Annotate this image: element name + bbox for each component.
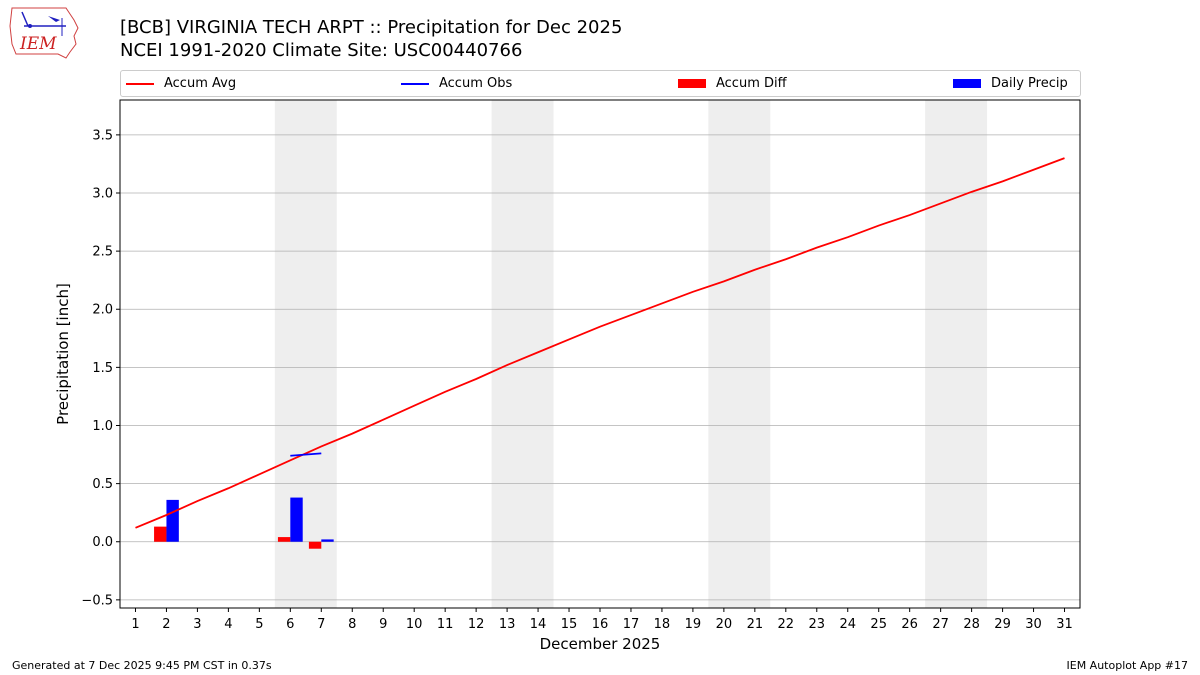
y-axis-label: Precipitation [inch]	[54, 283, 72, 425]
x-tick-label-24: 24	[839, 617, 856, 632]
x-tick-label-4: 4	[224, 617, 232, 632]
x-tick-label-30: 30	[1025, 617, 1042, 632]
x-tick-label-17: 17	[623, 617, 640, 632]
chart-title: [BCB] VIRGINIA TECH ARPT :: Precipitatio…	[120, 17, 623, 38]
x-tick-label-20: 20	[716, 617, 733, 632]
y-tick-label-5: 2.0	[92, 303, 113, 318]
x-tick-label-25: 25	[870, 617, 887, 632]
logo-text: IEM	[20, 34, 57, 54]
x-tick-label-6: 6	[286, 617, 294, 632]
weekend-shade-1	[491, 100, 554, 608]
x-tick-label-27: 27	[932, 617, 949, 632]
bar-daily-precip-day-2	[166, 499, 179, 542]
x-tick-label-1: 1	[131, 617, 139, 632]
bar-daily-precip-day-6	[290, 497, 303, 542]
x-axis-label: December 2025	[540, 635, 661, 653]
x-tick-label-5: 5	[255, 617, 263, 632]
line-accum-obs	[290, 452, 322, 457]
y-tick-label-3: 1.0	[92, 419, 113, 434]
y-tick-label-4: 1.5	[92, 361, 113, 376]
x-tick-label-8: 8	[348, 617, 356, 632]
weekend-shade-0	[274, 100, 337, 608]
x-tick-label-26: 26	[901, 617, 918, 632]
y-tick-label-0: −0.5	[81, 593, 113, 608]
footer-app: IEM Autoplot App #17	[1066, 659, 1189, 672]
bar-accum-diff-day-6	[277, 537, 291, 542]
bar-accum-diff-day-2	[154, 526, 167, 542]
legend-swatch-accum-obs	[401, 82, 429, 85]
legend-swatch-daily-precip	[953, 79, 981, 88]
line-accum-avg	[135, 157, 1065, 529]
y-tick-label-8: 3.5	[92, 128, 113, 143]
legend-swatch-accum-diff	[678, 79, 706, 88]
x-tick-label-12: 12	[468, 617, 485, 632]
x-tick-label-9: 9	[379, 617, 387, 632]
x-tick-label-13: 13	[499, 617, 516, 632]
legend-label-accum-diff: Accum Diff	[716, 76, 787, 91]
legend: Accum Avg Accum Obs Accum Diff Daily Pre…	[120, 70, 1081, 97]
x-tick-label-31: 31	[1056, 617, 1073, 632]
y-tick-label-2: 0.5	[92, 477, 113, 492]
x-tick-label-11: 11	[437, 617, 454, 632]
x-tick-label-23: 23	[809, 617, 826, 632]
x-tick-label-15: 15	[561, 617, 578, 632]
x-tick-label-28: 28	[963, 617, 980, 632]
x-tick-label-21: 21	[747, 617, 764, 632]
iem-logo: IEM	[8, 6, 80, 60]
x-tick-label-2: 2	[162, 617, 170, 632]
x-tick-label-3: 3	[193, 617, 201, 632]
weekend-shade-2	[708, 100, 771, 608]
x-tick-label-7: 7	[317, 617, 325, 632]
y-tick-label-6: 2.5	[92, 245, 113, 260]
y-tick-label-7: 3.0	[92, 186, 113, 201]
legend-swatch-accum-avg	[126, 82, 154, 85]
x-tick-label-29: 29	[994, 617, 1011, 632]
x-tick-label-18: 18	[654, 617, 671, 632]
x-tick-label-19: 19	[685, 617, 702, 632]
legend-label-accum-avg: Accum Avg	[164, 76, 237, 91]
weekend-shade-3	[925, 100, 988, 608]
footer-generated: Generated at 7 Dec 2025 9:45 PM CST in 0…	[12, 659, 272, 672]
legend-item-accum-avg: Accum Avg	[126, 71, 236, 96]
legend-item-daily-precip: Daily Precip	[953, 71, 1068, 96]
x-tick-label-10: 10	[406, 617, 423, 632]
x-tick-label-22: 22	[778, 617, 795, 632]
iem-logo-graphic	[9, 7, 79, 59]
legend-item-accum-diff: Accum Diff	[678, 71, 787, 96]
chart-subtitle: NCEI 1991-2020 Climate Site: USC00440766	[120, 40, 523, 61]
bar-accum-diff-day-7	[308, 541, 322, 549]
legend-label-accum-obs: Accum Obs	[439, 76, 513, 91]
y-tick-label-1: 0.0	[92, 535, 113, 550]
legend-item-accum-obs: Accum Obs	[401, 71, 512, 96]
x-tick-label-14: 14	[530, 617, 547, 632]
bar-daily-precip-day-7	[321, 539, 334, 542]
x-tick-label-16: 16	[592, 617, 609, 632]
legend-label-daily-precip: Daily Precip	[991, 76, 1068, 91]
